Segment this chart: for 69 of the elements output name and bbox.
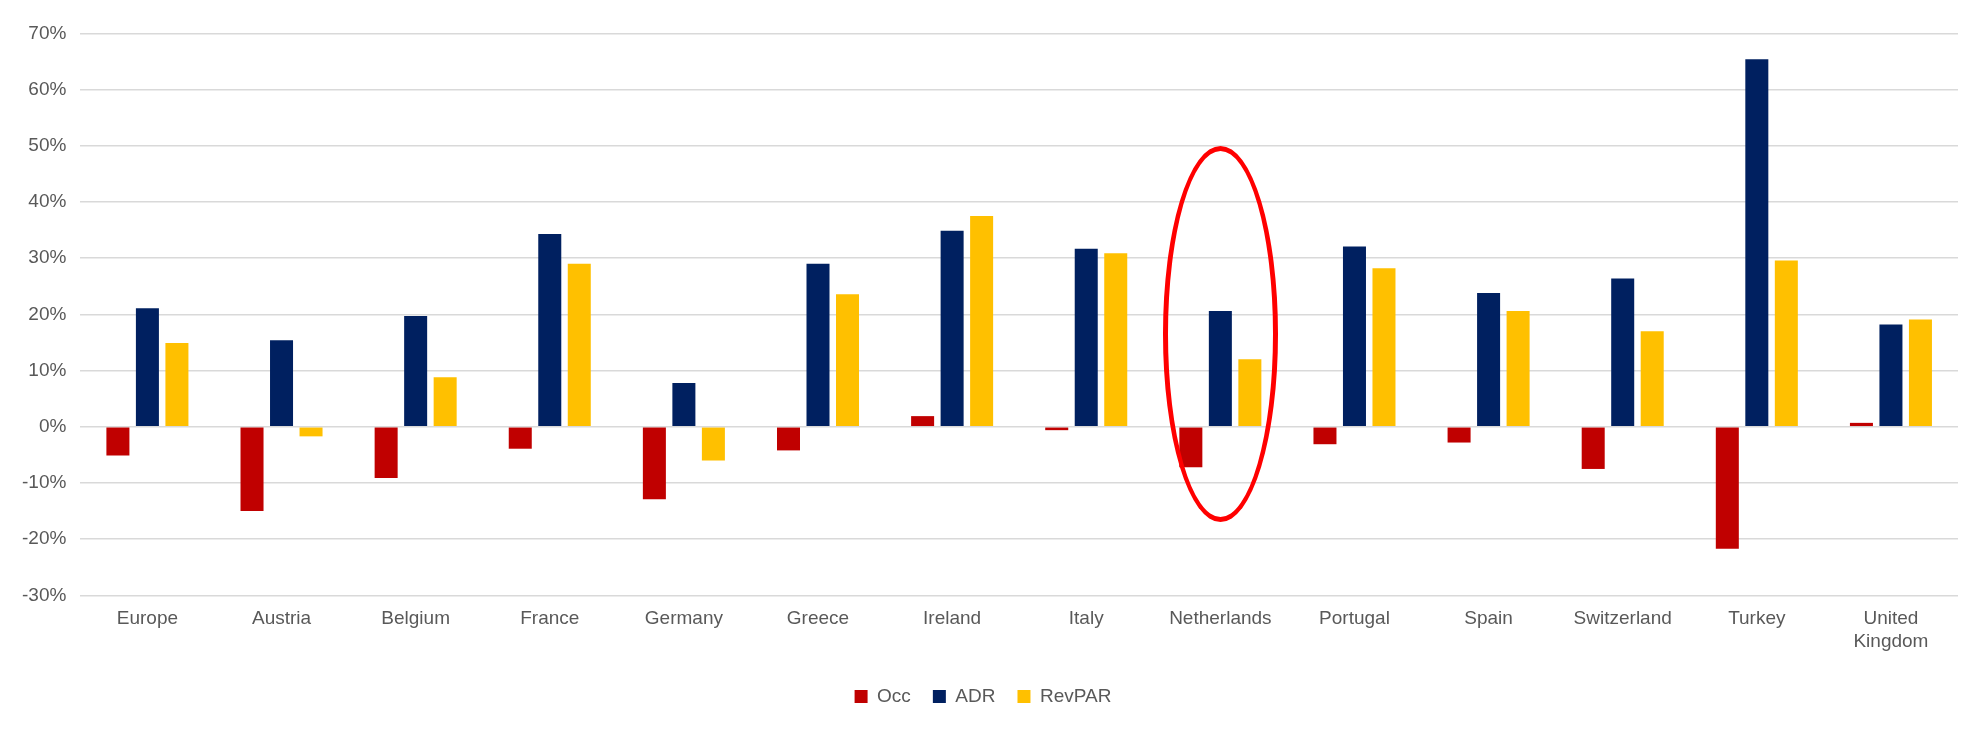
x-tick-label: Italy [1068, 607, 1105, 629]
bar [836, 294, 860, 427]
bar [135, 308, 159, 427]
x-tick-label: Netherlands [1169, 607, 1272, 629]
bar [1640, 331, 1664, 427]
bar [404, 316, 428, 427]
bar [672, 382, 696, 427]
bar [911, 416, 935, 427]
bar [1849, 422, 1873, 427]
x-tick-label: Europe [116, 607, 179, 629]
bar [701, 427, 725, 461]
y-tick-label: 50% [28, 134, 67, 156]
bar [1477, 293, 1501, 427]
y-tick-label: 30% [28, 246, 67, 268]
x-tick-label: Ireland [923, 607, 982, 629]
x-tick-label: Germany [644, 607, 724, 629]
bar [1908, 319, 1932, 427]
bar [508, 427, 532, 449]
legend-label: RevPAR [1039, 684, 1112, 706]
bar [1774, 260, 1798, 427]
bar [1208, 311, 1232, 427]
bar [433, 377, 457, 427]
bar [538, 234, 562, 427]
legend-label: Occ [877, 684, 911, 706]
y-tick-label: 10% [28, 358, 67, 380]
bar [1879, 324, 1903, 427]
bar [106, 427, 130, 456]
x-tick-label: Greece [786, 607, 850, 629]
bar [1581, 427, 1605, 469]
x-tick-label: Belgium [381, 607, 450, 629]
bar [270, 340, 294, 427]
bar [1342, 246, 1366, 427]
bar [165, 343, 189, 427]
bar [1179, 427, 1203, 468]
bar [776, 427, 800, 451]
bar [1745, 59, 1769, 427]
bar [1715, 427, 1739, 549]
bar [806, 263, 830, 427]
y-tick-label: 60% [28, 77, 67, 99]
y-tick-label: 20% [28, 302, 67, 324]
bar [240, 427, 264, 512]
bar [374, 427, 398, 478]
x-tick-label: United Kingdom [1853, 607, 1929, 651]
y-tick-label: -20% [22, 527, 67, 549]
x-tick-label: Austria [251, 607, 312, 629]
bar [970, 216, 994, 427]
bar [1104, 253, 1128, 427]
bar [1372, 268, 1396, 427]
bar [940, 230, 964, 427]
x-tick-label: Turkey [1728, 607, 1786, 629]
legend-label: ADR [955, 684, 996, 706]
y-tick-label: -30% [22, 583, 67, 605]
x-tick-label: France [520, 607, 580, 629]
x-tick-label: Portugal [1319, 607, 1390, 629]
bar [1313, 427, 1337, 445]
bar [299, 427, 323, 437]
bar [1611, 278, 1635, 427]
bar [567, 263, 591, 427]
x-tick-label: Switzerland [1573, 607, 1672, 629]
y-tick-label: 0% [38, 415, 67, 437]
y-tick-label: 40% [28, 190, 67, 212]
x-tick-label: Spain [1464, 607, 1513, 629]
bar [1238, 359, 1262, 427]
y-tick-label: 70% [28, 21, 67, 43]
bar [642, 427, 666, 500]
bar [1074, 248, 1098, 427]
y-tick-label: -10% [22, 471, 67, 493]
bar [1447, 427, 1471, 443]
bar [1506, 311, 1530, 427]
